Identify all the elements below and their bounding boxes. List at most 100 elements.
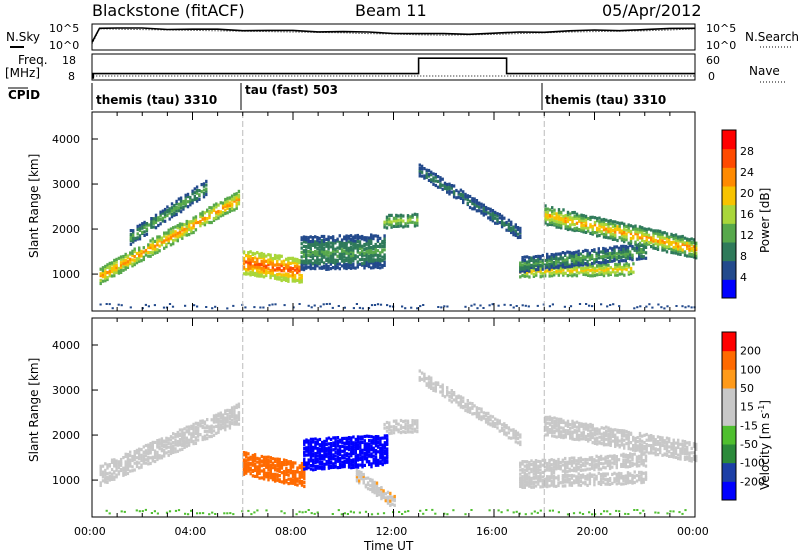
heat-cell: [579, 256, 583, 260]
heat-cell: [287, 469, 290, 473]
heat-cell: [478, 414, 481, 418]
heat-cell: [160, 449, 164, 453]
freq-label: Freq.: [18, 53, 48, 67]
heat-cell: [312, 452, 315, 456]
heat-cell: [311, 250, 315, 255]
heat-cell: [606, 478, 609, 482]
heat-cell: [609, 227, 612, 231]
heat-cell: [163, 207, 167, 212]
heat-cell: [358, 306, 361, 309]
heat-cell: [194, 429, 198, 433]
heat-cell: [325, 454, 328, 458]
heat-cell: [217, 209, 220, 214]
heat-cell: [283, 512, 286, 515]
heat-cell: [156, 241, 159, 245]
heat-cell: [661, 443, 664, 447]
heat-cell: [159, 214, 162, 218]
heat-cell: [149, 239, 152, 243]
heat-cell: [251, 259, 254, 263]
heat-cell: [584, 475, 587, 479]
heat-cell: [598, 428, 601, 432]
heat-cell: [174, 225, 177, 229]
freq-tick-top: 18: [62, 54, 76, 67]
heat-cell: [575, 274, 579, 278]
heat-cell: [140, 448, 143, 452]
heat-cell: [564, 263, 567, 267]
heat-cell: [633, 474, 636, 478]
heat-cell: [553, 218, 556, 223]
colorbar-frame: [721, 129, 737, 299]
heat-cell: [393, 503, 396, 507]
heat-cell: [519, 229, 522, 234]
heat-cell: [329, 453, 333, 457]
heat-cell: [494, 210, 497, 214]
heat-cell: [122, 456, 125, 460]
heat-cell: [598, 440, 601, 444]
heat-cell: [550, 471, 553, 475]
heat-cell: [602, 268, 606, 273]
heat-cell: [575, 464, 578, 468]
heat-cell: [391, 498, 394, 502]
heat-cell: [681, 444, 684, 448]
heat-cell: [356, 243, 359, 247]
heat-cell: [677, 242, 680, 246]
heat-cell: [591, 274, 594, 278]
heat-cell: [686, 445, 689, 449]
heat-cell: [169, 435, 173, 439]
heat-cell: [367, 264, 371, 268]
heat-cell: [602, 433, 606, 437]
heat-cell: [156, 439, 159, 443]
heat-cell: [539, 460, 542, 464]
heat-cell: [206, 220, 209, 224]
heat-cell: [525, 463, 529, 467]
heat-cell: [505, 426, 508, 430]
heat-cell: [300, 276, 303, 280]
heat-cell: [367, 248, 371, 252]
heat-cell: [591, 423, 594, 427]
heat-cell: [267, 455, 270, 459]
heat-cell: [399, 418, 403, 423]
heat-cell: [487, 422, 490, 426]
heat-cell: [544, 426, 547, 430]
heat-cell: [581, 254, 585, 258]
heat-cell: [314, 441, 317, 445]
heat-cell: [534, 468, 538, 472]
heat-cell: [104, 471, 107, 475]
heat-cell: [228, 423, 232, 427]
heat-cell: [661, 440, 664, 444]
heat-cell: [484, 411, 488, 415]
heat-cell: [487, 420, 490, 424]
heat-cell: [659, 448, 662, 452]
heat-cell: [160, 443, 164, 448]
heat-cell: [341, 463, 344, 467]
heat-cell: [318, 462, 322, 466]
heat-cell: [138, 457, 141, 461]
heat-cell: [551, 424, 554, 428]
heat-cell: [325, 257, 328, 261]
heat-cell: [404, 427, 407, 431]
heat-cell: [187, 432, 191, 436]
heat-cell: [644, 471, 648, 475]
heat-cell: [569, 225, 572, 229]
heat-cell: [406, 427, 410, 431]
heat-cell: [338, 457, 342, 461]
heat-cell: [598, 271, 601, 275]
heat-cell: [340, 258, 344, 262]
heat-cell: [690, 451, 693, 455]
heat-cell: [690, 249, 693, 253]
heat-cell: [329, 437, 333, 441]
heat-cell: [300, 480, 304, 484]
heat-cell: [593, 473, 596, 477]
heat-cell: [312, 468, 315, 472]
heat-cell: [627, 442, 630, 446]
heat-cell: [631, 458, 634, 462]
heat-cell: [551, 421, 554, 425]
heat-cell: [544, 219, 547, 223]
heat-cell: [579, 260, 583, 264]
heat-cell: [446, 305, 449, 308]
heat-cell: [273, 253, 277, 258]
heat-cell: [144, 451, 148, 455]
heat-cell: [172, 441, 175, 445]
heat-cell: [523, 255, 526, 259]
